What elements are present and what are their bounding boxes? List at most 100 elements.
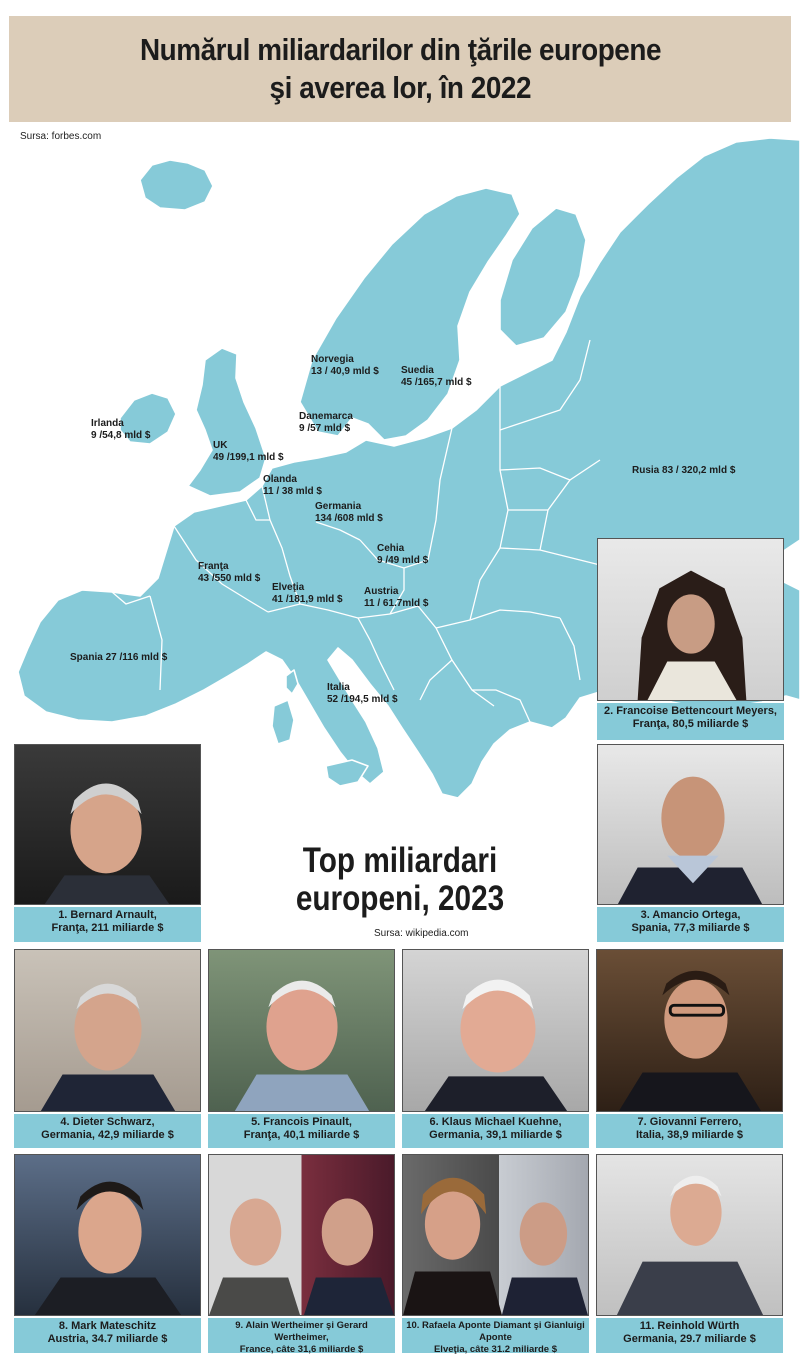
billionaire-caption: 2. Francoise Bettencourt Meyers, Franţa,… [597, 703, 784, 740]
billionaire-caption: 8. Mark Mateschitz Austria, 34.7 miliard… [14, 1318, 201, 1353]
country-name: UK [213, 440, 228, 451]
country-name: Italia [327, 682, 350, 693]
country-label-elvetia: Elveţia 41 /181,9 mld $ [272, 582, 343, 606]
country-value: 9 /49 mld $ [377, 555, 429, 566]
country-value: 11 / 61.7mld $ [364, 598, 429, 609]
billionaire-caption: 6. Klaus Michael Kuehne, Germania, 39,1 … [402, 1114, 589, 1148]
portrait-photo [14, 744, 201, 905]
billionaire-card-4: 4. Dieter Schwarz, Germania, 42,9 miliar… [14, 949, 201, 1148]
portrait-photo [14, 949, 201, 1112]
billionaire-name: 8. Mark Mateschitz [58, 1320, 157, 1332]
billionaire-country-wealth: Germania, 42,9 miliarde $ [41, 1129, 174, 1141]
country-label-norvegia: Norvegia 13 / 40,9 mld $ [311, 354, 379, 378]
title-banner: Numărul miliardarilor din ţările europen… [9, 16, 791, 122]
billionaire-card-8: 8. Mark Mateschitz Austria, 34.7 miliard… [14, 1154, 201, 1353]
country-label-austria: Austria 11 / 61.7mld $ [364, 586, 429, 610]
country-value: 41 /181,9 mld $ [272, 594, 343, 605]
billionaire-card-2: 2. Francoise Bettencourt Meyers, Franţa,… [597, 538, 784, 740]
billionaire-country-wealth: Spania, 77,3 miliarde $ [631, 922, 750, 934]
country-label-italia: Italia 52 /194,5 mld $ [327, 682, 398, 706]
person-silhouette-icon [424, 979, 568, 1111]
country-value: 43 /550 mld $ [198, 573, 261, 584]
billionaire-card-9: 9. Alain Wertheimer şi Gerard Wertheimer… [208, 1154, 395, 1355]
billionaire-caption: 7. Giovanni Ferrero, Italia, 38,9 miliar… [596, 1114, 783, 1148]
country-name: Franţa [198, 561, 229, 572]
billionaire-name: 7. Giovanni Ferrero, [637, 1116, 742, 1128]
country-name: Germania [315, 501, 362, 512]
country-name: Norvegia [311, 354, 354, 365]
portrait-photo [597, 744, 784, 905]
iceland-shape [139, 159, 214, 211]
person-silhouette-icon [617, 776, 763, 904]
billionaire-caption: 10. Rafaela Aponte Diamant şi Gianluigi … [402, 1318, 589, 1355]
country-name: Suedia [401, 365, 434, 376]
person-silhouette-icon [616, 1175, 764, 1315]
person-silhouette-icon [34, 1181, 182, 1315]
country-label-suedia: Suedia 45 /165,7 mld $ [401, 365, 472, 389]
country-value: 11 / 38 mld $ [263, 486, 322, 497]
billionaire-card-3: 3. Amancio Ortega, Spania, 77,3 miliarde… [597, 744, 784, 942]
billionaire-card-11: 11. Reinhold Würth Germania, 29.7 miliar… [596, 1154, 783, 1353]
country-label-franta: Franţa 43 /550 mld $ [198, 561, 260, 585]
finland-shape [499, 207, 587, 347]
billionaire-card-7: 7. Giovanni Ferrero, Italia, 38,9 miliar… [596, 949, 783, 1148]
portrait-photo [597, 538, 784, 701]
top-billionaires-heading: Top miliardari europeni, 2023 [290, 842, 511, 918]
sardinia-shape [271, 699, 295, 745]
billionaire-country-wealth: Italia, 38,9 miliarde $ [635, 1129, 743, 1141]
country-name: Cehia [377, 543, 405, 554]
portrait-photo [208, 949, 395, 1112]
billionaire-card-5: 5. Francois Pinault, Franţa, 40,1 miliar… [208, 949, 395, 1148]
person-silhouette-icon [40, 983, 176, 1111]
billionaire-country-wealth: France, câte 31,6 miliarde $ [239, 1344, 364, 1355]
country-value: 134 /608 mld $ [315, 513, 383, 524]
billionaire-caption: 9. Alain Wertheimer şi Gerard Wertheimer… [208, 1318, 395, 1355]
billionaire-name: 5. Francois Pinault, [251, 1116, 352, 1128]
page-title-line-1: Numărul miliardarilor din ţările europen… [139, 32, 661, 67]
country-value: 9 /57 mld $ [299, 423, 351, 434]
page-title-line-2: şi averea lor, în 2022 [269, 70, 531, 105]
country-name: Olanda [263, 474, 297, 485]
person-silhouette-icon [403, 1177, 588, 1315]
portrait-photo [402, 1154, 589, 1316]
country-name: Irlanda [91, 418, 124, 429]
map-source: Sursa: forbes.com [20, 131, 102, 142]
portrait-photo [402, 949, 589, 1112]
top-heading-line-1: Top miliardari [302, 841, 498, 880]
billionaire-card-6: 6. Klaus Michael Kuehne, Germania, 39,1 … [402, 949, 589, 1148]
country-name: Spania 27 /116 mld $ [70, 652, 168, 663]
billionaire-name: 11. Reinhold Würth [639, 1320, 740, 1332]
top-heading-line-2: europeni, 2023 [295, 879, 505, 918]
portrait-photo [596, 949, 783, 1112]
billionaire-caption: 3. Amancio Ortega, Spania, 77,3 miliarde… [597, 907, 784, 942]
country-label-germania: Germania 134 /608 mld $ [315, 501, 383, 525]
portrait-photo [14, 1154, 201, 1316]
country-label-danemarca: Danemarca 9 /57 mld $ [299, 411, 353, 435]
country-name: Danemarca [299, 411, 353, 422]
country-value: 13 / 40,9 mld $ [311, 366, 379, 377]
scandinavia-shape [299, 187, 521, 441]
uk-shape [187, 347, 267, 497]
billionaire-country-wealth: Austria, 34.7 miliarde $ [47, 1333, 168, 1345]
billionaire-name: 2. Francoise Bettencourt Meyers, [603, 705, 777, 717]
portrait-photo [208, 1154, 395, 1316]
person-silhouette-icon [209, 1198, 394, 1315]
country-value: 45 /165,7 mld $ [401, 377, 472, 388]
country-name: Austria [364, 586, 399, 597]
country-label-irlanda: Irlanda 9 /54,8 mld $ [91, 418, 150, 442]
country-value: 49 /199,1 mld $ [213, 452, 284, 463]
portrait-photo [596, 1154, 783, 1316]
billionaire-caption: 5. Francois Pinault, Franţa, 40,1 miliar… [208, 1114, 395, 1148]
country-label-cehia: Cehia 9 /49 mld $ [377, 543, 428, 567]
billionaire-country-wealth: Franţa, 80,5 miliarde $ [632, 718, 749, 730]
billionaire-name: 3. Amancio Ortega, [640, 909, 741, 921]
country-value: 52 /194,5 mld $ [327, 694, 398, 705]
country-value: 9 /54,8 mld $ [91, 430, 151, 441]
billionaire-card-1: 1. Bernard Arnault, Franţa, 211 miliarde… [14, 744, 201, 942]
corsica-shape [285, 669, 299, 695]
person-silhouette-icon [637, 570, 747, 700]
billionaire-country-wealth: Franţa, 211 miliarde $ [51, 922, 164, 934]
person-silhouette-icon [618, 970, 762, 1111]
billionaire-caption: 4. Dieter Schwarz, Germania, 42,9 miliar… [14, 1114, 201, 1148]
person-silhouette-icon [44, 783, 170, 904]
